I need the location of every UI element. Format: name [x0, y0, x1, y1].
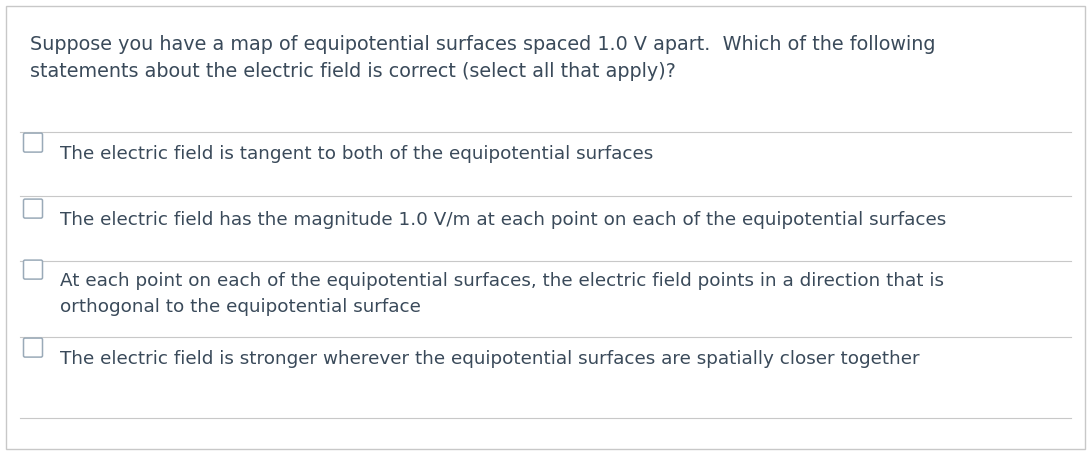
Text: At each point on each of the equipotential surfaces, the electric field points i: At each point on each of the equipotenti…	[60, 272, 944, 316]
Text: The electric field has the magnitude 1.0 V/m at each point on each of the equipo: The electric field has the magnitude 1.0…	[60, 211, 946, 229]
Text: Suppose you have a map of equipotential surfaces spaced 1.0 V apart.  Which of t: Suppose you have a map of equipotential …	[29, 35, 935, 54]
FancyBboxPatch shape	[24, 338, 43, 357]
Text: statements about the electric field is correct (select all that apply)?: statements about the electric field is c…	[29, 62, 676, 81]
FancyBboxPatch shape	[24, 133, 43, 152]
Text: The electric field is stronger wherever the equipotential surfaces are spatially: The electric field is stronger wherever …	[60, 350, 920, 368]
FancyBboxPatch shape	[24, 199, 43, 218]
FancyBboxPatch shape	[5, 6, 1086, 449]
Text: The electric field is tangent to both of the equipotential surfaces: The electric field is tangent to both of…	[60, 145, 654, 163]
FancyBboxPatch shape	[24, 260, 43, 279]
